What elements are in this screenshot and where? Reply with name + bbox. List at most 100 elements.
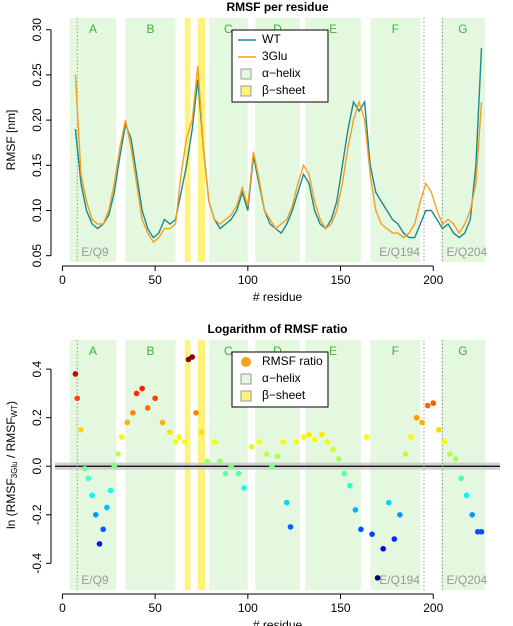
- y-tick-label: 0.05: [30, 244, 44, 268]
- ratio-point: [228, 463, 234, 470]
- ratio-point: [447, 451, 453, 457]
- ratio-point: [419, 419, 425, 426]
- helix-region: [370, 18, 421, 262]
- y-tick-label: 0.0: [30, 458, 44, 475]
- helix-label: A: [89, 22, 97, 36]
- legend-label: WT: [262, 32, 281, 46]
- y-tick-label: 0.4: [30, 360, 44, 377]
- ratio-point: [152, 395, 158, 402]
- ratio-point: [211, 439, 218, 445]
- helix-label: C: [224, 22, 233, 36]
- ratio-point: [319, 431, 325, 438]
- x-tick-label: 50: [148, 273, 162, 287]
- helix-label: B: [146, 22, 154, 36]
- mutation-label: E/Q204: [447, 573, 488, 587]
- ratio-point: [217, 458, 223, 465]
- ratio-point: [358, 526, 364, 533]
- ratio-point: [241, 485, 247, 491]
- legend-label: β−sheet: [262, 388, 306, 402]
- y-tick-label: -0.2: [30, 504, 44, 525]
- ratio-point: [167, 429, 173, 436]
- ratio-point: [413, 414, 420, 421]
- ratio-point: [96, 541, 103, 547]
- ratio-point: [189, 354, 196, 360]
- helix-region: [125, 18, 176, 262]
- helix-label: F: [392, 344, 399, 358]
- x-tick-label: 0: [59, 601, 66, 615]
- ratio-point: [458, 475, 464, 482]
- ratio-point: [130, 410, 136, 416]
- ratio-point: [78, 427, 84, 433]
- mutation-label: E/Q204: [447, 245, 488, 259]
- chart-title: Logarithm of RMSF ratio: [208, 322, 348, 336]
- ratio-point: [347, 482, 353, 489]
- helix-label: B: [146, 344, 154, 358]
- ratio-point: [248, 443, 255, 450]
- ratio-point: [441, 439, 448, 445]
- x-axis-label: # residue: [253, 618, 303, 626]
- x-tick-label: 0: [59, 273, 66, 287]
- ratio-point: [352, 507, 359, 513]
- x-tick-label: 200: [423, 601, 443, 615]
- series-line: [74, 47, 483, 239]
- ratio-point: [306, 431, 312, 438]
- ratio-point: [269, 463, 275, 470]
- y-axis-label-part: / RMSF: [4, 417, 18, 461]
- series-line: [74, 65, 483, 244]
- mutation-label: E/Q9: [81, 245, 109, 259]
- legend-label: α−helix: [262, 66, 301, 80]
- y-tick-label: 0.25: [30, 63, 44, 87]
- x-tick-label: 200: [423, 273, 443, 287]
- legend-label: 3Glu: [262, 49, 287, 63]
- helix-label: D: [273, 22, 282, 36]
- ratio-point: [283, 499, 290, 506]
- y-tick-label: -0.4: [30, 553, 44, 574]
- y-tick-label: 0.20: [30, 108, 44, 132]
- legend-swatch: [240, 373, 252, 385]
- ratio-point: [380, 545, 386, 552]
- ratio-point: [274, 453, 281, 460]
- ratio-point: [397, 511, 403, 518]
- ratio-point: [193, 410, 199, 416]
- ratio-point: [324, 439, 331, 445]
- ratio-point: [100, 526, 107, 533]
- y-axis-label: ln (RMSF3Glu / RMSFWT): [4, 401, 19, 529]
- ratio-point: [363, 434, 370, 440]
- sheet-region: [184, 18, 191, 262]
- legend-label: RMSF ratio: [262, 354, 323, 368]
- sheet-region: [197, 18, 206, 262]
- y-tick-label: 0.30: [30, 18, 44, 42]
- helix-label: C: [224, 344, 233, 358]
- ratio-point: [263, 451, 270, 457]
- ratio-point: [85, 475, 92, 482]
- ratio-point: [469, 511, 475, 518]
- ratio-point: [374, 575, 381, 581]
- y-axis-label-part: ): [4, 401, 18, 405]
- helix-label: G: [458, 22, 467, 36]
- ratio-point: [144, 405, 151, 411]
- ratio-point: [280, 439, 286, 445]
- ratio-point: [159, 419, 166, 426]
- ratio-point: [341, 470, 348, 477]
- ratio-point: [92, 511, 99, 518]
- ratio-point: [89, 492, 95, 499]
- ratio-point: [408, 434, 414, 440]
- ratio-point: [139, 385, 145, 392]
- ratio-point: [124, 419, 131, 426]
- legend-label: β−sheet: [262, 83, 306, 97]
- legend-label: α−helix: [262, 371, 301, 385]
- ratio-point: [424, 402, 431, 409]
- ratio-point: [72, 371, 79, 377]
- ratio-point: [181, 439, 188, 445]
- y-axis-label: RMSF [nm]: [4, 110, 18, 171]
- ratio-point: [452, 456, 459, 462]
- y-axis-label-part: ln (RMSF: [4, 478, 18, 529]
- ratio-point: [311, 436, 318, 443]
- ratio-point: [235, 470, 242, 477]
- ratio-point: [385, 499, 392, 506]
- ratio-point: [287, 524, 294, 530]
- ratio-point: [300, 434, 307, 440]
- ratio-point: [115, 451, 121, 457]
- ratio-point: [256, 439, 262, 445]
